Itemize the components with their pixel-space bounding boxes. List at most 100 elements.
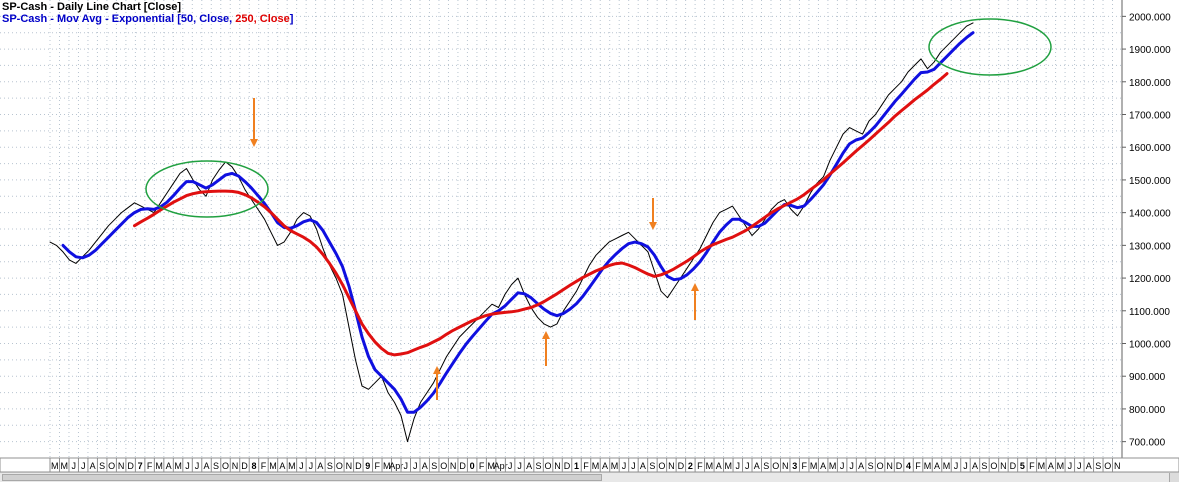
- x-tick-label: J: [517, 461, 522, 471]
- scroll-right-button[interactable]: [1169, 473, 1179, 482]
- x-tick-label: O: [108, 461, 115, 471]
- x-tick-label: M: [829, 461, 837, 471]
- x-tick-label: M: [611, 461, 619, 471]
- x-tick-label: M: [943, 461, 951, 471]
- x-tick-label: M: [174, 461, 182, 471]
- y-tick-label: 1600.000: [1129, 143, 1171, 154]
- x-tick-label: M: [706, 461, 714, 471]
- x-tick-label: J: [954, 461, 959, 471]
- x-tick-label: F: [915, 461, 921, 471]
- x-tick-label: N: [450, 461, 457, 471]
- scrollbar-thumb[interactable]: [2, 474, 602, 481]
- x-tick-label: D: [127, 461, 134, 471]
- x-tick-label: O: [545, 461, 552, 471]
- x-tick-label: A: [1086, 461, 1092, 471]
- y-tick-label: 1100.000: [1129, 307, 1170, 318]
- x-tick-label: A: [820, 461, 826, 471]
- arrow-head: [691, 283, 699, 291]
- x-tick-label: A: [754, 461, 760, 471]
- y-tick-label: 1500.000: [1129, 176, 1171, 187]
- x-tick-label: N: [118, 461, 125, 471]
- x-tick-label: A: [716, 461, 722, 471]
- x-tick-label: O: [772, 461, 779, 471]
- x-tick-label: A: [422, 461, 428, 471]
- x-tick-label: N: [554, 461, 561, 471]
- x-tick-label: J: [736, 461, 741, 471]
- x-tick-label: M: [487, 461, 495, 471]
- x-tick-label: J: [508, 461, 513, 471]
- x-tick-label: M: [269, 461, 277, 471]
- x-tick-label: M: [1038, 461, 1046, 471]
- chart-legend: SP-Cash - Daily Line Chart [Close] SP-Ca…: [2, 1, 293, 25]
- x-tick-label: F: [375, 461, 381, 471]
- x-tick-label: F: [479, 461, 485, 471]
- x-tick-label: F: [583, 461, 589, 471]
- x-tick-label: O: [222, 461, 229, 471]
- x-tick-label: J: [81, 461, 86, 471]
- x-tick-label: J: [963, 461, 968, 471]
- series-ema50-line: [61, 31, 975, 414]
- y-tick-label: 700.000: [1129, 438, 1166, 449]
- x-tick-label: M: [383, 461, 391, 471]
- x-tick-label: A: [972, 461, 978, 471]
- x-tick-label: S: [213, 461, 219, 471]
- x-tick-label: N: [668, 461, 675, 471]
- x-tick-label: A: [602, 461, 608, 471]
- x-tick-label: O: [990, 461, 997, 471]
- x-tick-label: N: [1000, 461, 1007, 471]
- x-tick-label: O: [658, 461, 665, 471]
- x-tick-label: 1: [574, 461, 579, 471]
- x-tick-label: S: [981, 461, 987, 471]
- x-tick-label: M: [1057, 461, 1065, 471]
- x-tick-label: F: [697, 461, 703, 471]
- horizontal-scrollbar[interactable]: [0, 472, 1179, 482]
- x-tick-label: J: [840, 461, 845, 471]
- arrow-head: [649, 222, 657, 230]
- x-tick-label: M: [155, 461, 163, 471]
- x-tick-label: D: [678, 461, 685, 471]
- x-tick-label: M: [51, 461, 59, 471]
- x-tick-label: S: [536, 461, 542, 471]
- y-tick-label: 1700.000: [1129, 111, 1171, 122]
- x-tick-label: O: [440, 461, 447, 471]
- x-tick-label: N: [232, 461, 239, 471]
- arrow-down-2011: [649, 198, 657, 230]
- y-axis-ticks: 2000.000 1900.000 1800.000 1700.000 1600.000…: [1122, 12, 1171, 449]
- y-tick-label: 1900.000: [1129, 45, 1171, 56]
- y-tick-label: 800.000: [1129, 405, 1166, 416]
- x-tick-label: J: [195, 461, 200, 471]
- x-tick-label: A: [204, 461, 210, 471]
- x-tick-label: M: [924, 461, 932, 471]
- y-axis-panel: [1122, 0, 1179, 458]
- legend-ma-50: 50, Close,: [180, 13, 236, 25]
- y-tick-label: 1000.000: [1129, 340, 1171, 351]
- x-tick-label: J: [622, 461, 627, 471]
- x-tick-label: 8: [251, 461, 256, 471]
- x-tick-label: F: [801, 461, 807, 471]
- y-tick-label: 1300.000: [1129, 241, 1171, 252]
- legend-ma-prefix: SP-Cash - Mov Avg - Exponential [: [2, 13, 181, 25]
- x-tick-label: D: [459, 461, 466, 471]
- x-tick-label: J: [299, 461, 304, 471]
- arrow-up-2012: [691, 283, 699, 320]
- legend-price: SP-Cash - Daily Line Chart [Close]: [2, 1, 182, 13]
- highlight-ellipse-top-2014: [928, 18, 1052, 76]
- x-tick-label: 9: [365, 461, 370, 471]
- legend-ma-suffix: ]: [289, 13, 294, 25]
- x-tick-label: J: [413, 461, 418, 471]
- x-tick-label: J: [71, 461, 76, 471]
- x-tick-label: S: [1095, 461, 1101, 471]
- series-ema250-line: [133, 72, 949, 357]
- x-tick-label: S: [431, 461, 437, 471]
- x-tick-label: D: [564, 461, 571, 471]
- x-tick-label: S: [327, 461, 333, 471]
- x-tick-label: J: [309, 461, 314, 471]
- x-tick-label: F: [147, 461, 153, 471]
- x-tick-label: M: [810, 461, 818, 471]
- x-tick-label: J: [1068, 461, 1073, 471]
- x-tick-label: S: [99, 461, 105, 471]
- y-tick-label: 2000.000: [1129, 12, 1171, 23]
- x-tick-label: 5: [1020, 461, 1025, 471]
- x-tick-label: 3: [792, 461, 797, 471]
